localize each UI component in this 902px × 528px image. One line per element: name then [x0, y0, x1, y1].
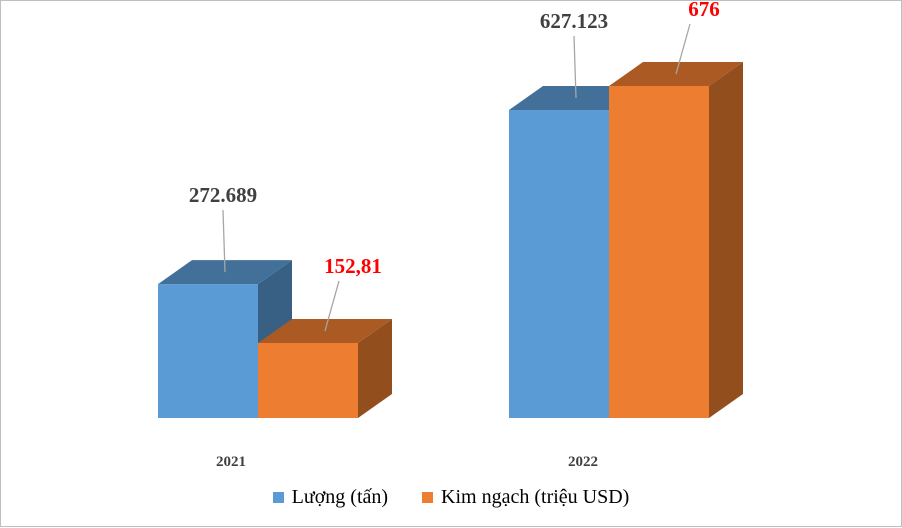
bars-layer — [158, 62, 743, 418]
leader-line — [324, 280, 340, 332]
category-label-2021: 2021 — [216, 454, 246, 470]
legend-item-quantity: Lượng (tấn) — [272, 485, 389, 509]
data-label-2022-series-1: 676 — [688, 1, 720, 21]
bar-side — [358, 318, 392, 418]
data-label-2021-series-0: 272.689 — [189, 183, 257, 207]
legend: Lượng (tấn) Kim ngạch (triệu USD) — [0, 484, 902, 510]
legend-swatch-quantity — [272, 491, 284, 503]
data-label-2022-series-0: 627.123 — [540, 9, 608, 33]
data-label-2021-series-1: 152,81 — [324, 254, 382, 278]
legend-label-quantity: Lượng (tấn) — [291, 485, 389, 508]
data-labels: 272.689 152,81 627.123 676 — [189, 1, 720, 278]
leader-lines — [222, 23, 691, 332]
bar-front — [509, 110, 609, 418]
legend-label-value: Kim ngạch (triệu USD) — [441, 485, 630, 508]
category-label-2022: 2022 — [568, 454, 598, 470]
bar-front — [258, 342, 358, 418]
bar-side — [709, 62, 743, 418]
leader-line — [222, 210, 226, 273]
bar-2022-series-1 — [609, 62, 743, 418]
leader-line — [573, 35, 577, 99]
bar-2021-series-1 — [258, 318, 392, 418]
leader-line — [675, 23, 691, 75]
bar-front — [609, 86, 709, 418]
legend-swatch-value — [422, 491, 434, 503]
bar-front — [158, 284, 258, 418]
category-labels: 2021 2022 — [216, 454, 598, 470]
legend-item-value: Kim ngạch (triệu USD) — [422, 486, 629, 509]
